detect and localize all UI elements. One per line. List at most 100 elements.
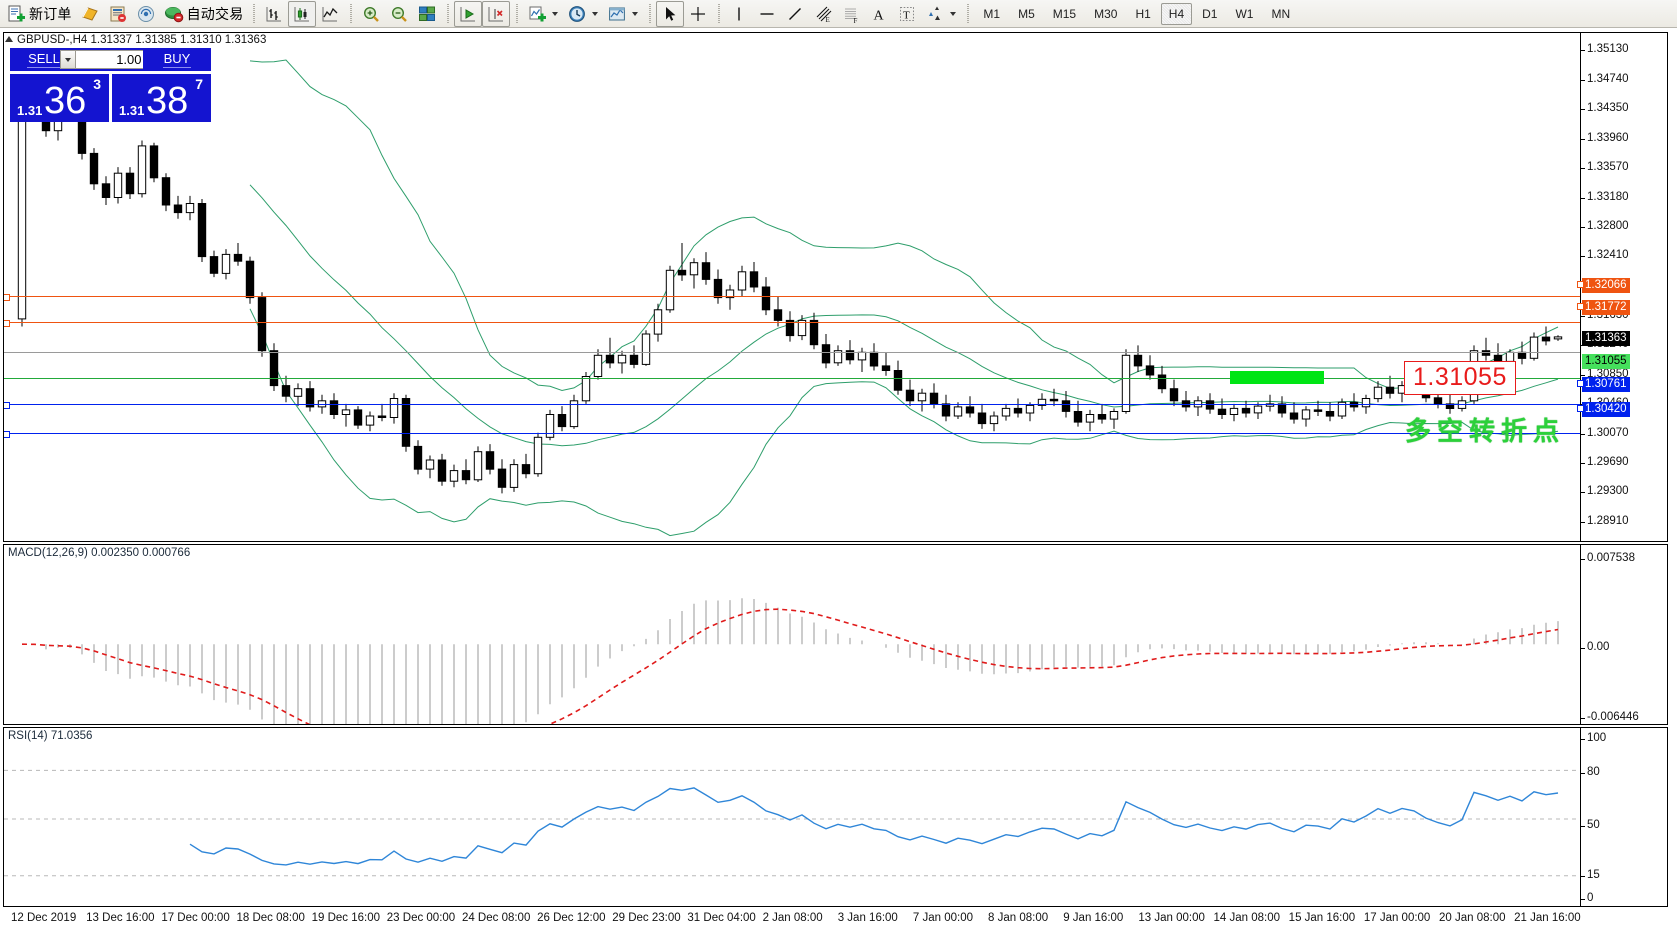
timeframe-w1[interactable]: W1	[1235, 6, 1254, 21]
indicators-button[interactable]	[76, 1, 104, 27]
buy-price-fraction: 7	[195, 76, 203, 92]
resistance-2-tag[interactable]: 1.31772	[1582, 299, 1630, 315]
collapse-triangle-icon[interactable]	[5, 36, 13, 42]
time-axis-label: 12 Dec 2019	[11, 912, 77, 924]
buy-price-display[interactable]: 1.31 38 7	[112, 74, 211, 122]
timeframe-m15[interactable]: M15	[1052, 6, 1077, 21]
support-2-tag[interactable]: 1.30420	[1582, 402, 1630, 418]
horizontal-line-button[interactable]	[753, 1, 781, 27]
level-handle[interactable]	[1577, 405, 1584, 413]
time-axis: 12 Dec 2019 13 Dec 16:00 17 Dec 00:00 18 De…	[3, 910, 1668, 930]
volume-input[interactable]: 1.00	[75, 50, 146, 69]
price-plot-area[interactable]: 1.31055 多空转折点	[4, 33, 1581, 541]
sell-price-display[interactable]: 1.31 36 3	[10, 74, 109, 122]
trend-line-icon	[785, 4, 805, 24]
market-watch-button[interactable]	[132, 1, 160, 27]
pivot-line[interactable]	[4, 378, 1581, 379]
rsi-chart-svg	[4, 769, 1581, 877]
cursor-button[interactable]	[656, 0, 685, 27]
macd-label: MACD(12,26,9) 0.002350 0.000766	[8, 547, 191, 559]
resistance-1-handle[interactable]	[4, 294, 10, 301]
zoom-out-button[interactable]	[385, 1, 413, 27]
line-chart-button[interactable]	[316, 1, 344, 27]
one-click-trading-panel[interactable]: SELL 1.00 BUY 1.31 36 3 1.31 38	[10, 48, 211, 122]
price-chart-pane[interactable]: 1.31055 多空转折点 1.35130 1.34740 1.34350 1.339…	[3, 32, 1668, 542]
toolbar-separator	[964, 3, 972, 24]
bid-price-tag[interactable]: 1.31363	[1582, 330, 1630, 346]
text-button[interactable]: A	[865, 1, 893, 27]
timeframe-h1[interactable]: H1	[1135, 6, 1151, 21]
autotrading-button[interactable]: 自动交易	[160, 1, 248, 27]
time-axis-label: 14 Jan 08:00	[1213, 912, 1281, 924]
timeframe-m30[interactable]: M30	[1094, 6, 1118, 21]
autoscroll-button[interactable]	[482, 0, 511, 27]
text-label-button[interactable]: T	[893, 1, 921, 27]
chevron-down-icon[interactable]	[550, 4, 559, 24]
terminal-button[interactable]	[104, 1, 132, 27]
macd-scale[interactable]: 0.007538 0.00 -0.006446	[1580, 545, 1667, 724]
level-handle[interactable]	[1577, 379, 1584, 387]
period-button[interactable]	[563, 1, 603, 27]
timeframe-m1[interactable]: M1	[983, 6, 1001, 21]
buy-price-prefix: 1.31	[119, 103, 145, 118]
resistance-1-line[interactable]	[4, 294, 1581, 301]
rsi-plot-area[interactable]	[4, 728, 1581, 906]
templates-icon	[607, 4, 627, 24]
chevron-down-icon[interactable]	[948, 4, 957, 24]
timeframe-h4[interactable]: H4	[1160, 2, 1193, 25]
zoom-in-button[interactable]	[357, 1, 385, 27]
timeframe-group: M1 M5 M15 M30 H1 H4 D1 W1 MN	[974, 2, 1299, 25]
chevron-down-icon[interactable]	[590, 4, 599, 24]
macd-plot-area[interactable]	[4, 545, 1581, 724]
support-1-handle[interactable]	[4, 402, 10, 409]
bar-chart-button[interactable]	[260, 1, 288, 27]
vertical-line-icon	[729, 4, 749, 24]
price-scale[interactable]: 1.35130 1.34740 1.34350 1.33960 1.33570 1.331…	[1577, 33, 1667, 541]
templates-button[interactable]	[603, 1, 643, 27]
pivot-price-annotation[interactable]: 1.31055	[1404, 361, 1516, 395]
svg-text:F: F	[854, 17, 858, 25]
equidistant-channel-button[interactable]: E	[809, 1, 837, 27]
time-axis-label: 3 Jan 16:00	[837, 912, 898, 924]
sell-label: SELL	[27, 51, 61, 68]
line-chart-icon	[320, 4, 340, 24]
level-handle[interactable]	[1577, 280, 1584, 288]
support-1-line[interactable]	[4, 402, 1581, 409]
chinese-note-annotation[interactable]: 多空转折点	[1405, 416, 1566, 446]
time-axis-label: 29 Dec 23:00	[612, 912, 681, 924]
support-2-line[interactable]	[4, 431, 1581, 438]
volume-control[interactable]: 1.00	[59, 48, 162, 71]
timeframe-m5[interactable]: M5	[1018, 6, 1035, 21]
candlestick-chart-button[interactable]	[288, 0, 317, 27]
tile-windows-button[interactable]	[413, 1, 441, 27]
new-order-button[interactable]: 新订单	[2, 1, 76, 27]
macd-pane[interactable]: MACD(12,26,9) 0.002350 0.000766 0.007538…	[3, 544, 1668, 725]
shift-end-icon	[458, 4, 478, 24]
resistance-2-handle[interactable]	[4, 320, 10, 327]
fibonacci-button[interactable]: F	[837, 1, 865, 27]
order-panel-top-row: SELL 1.00 BUY	[10, 48, 211, 71]
resistance-2-line[interactable]	[4, 320, 1581, 327]
timeframe-mn[interactable]: MN	[1271, 6, 1291, 21]
timeframe-d1[interactable]: D1	[1202, 6, 1218, 21]
indicator-list-button[interactable]	[523, 1, 563, 27]
rsi-scale[interactable]: 100 80 50 15 0	[1580, 728, 1667, 906]
vertical-line-button[interactable]	[725, 1, 753, 27]
autotrading-label: 自动交易	[186, 5, 244, 22]
symbol-info-bar: GBPUSD-,H4 1.31337 1.31385 1.31310 1.313…	[5, 34, 266, 46]
trend-line-button[interactable]	[781, 1, 809, 27]
pivot-zone-highlight[interactable]	[1230, 371, 1324, 384]
indicator-list-icon	[527, 4, 547, 24]
crosshair-button[interactable]	[684, 1, 712, 27]
level-handle[interactable]	[1577, 302, 1584, 310]
pivot-tag[interactable]: 1.31055	[1582, 354, 1630, 370]
chevron-down-icon[interactable]	[630, 4, 639, 24]
resistance-1-tag[interactable]: 1.32066	[1582, 277, 1630, 293]
support-2-handle[interactable]	[4, 431, 10, 438]
shapes-button[interactable]	[921, 1, 961, 27]
support-1-tag[interactable]: 1.30761	[1582, 376, 1630, 392]
shift-end-button[interactable]	[454, 0, 483, 27]
volume-decrease-button[interactable]	[59, 50, 76, 69]
buy-button[interactable]: BUY	[143, 48, 211, 71]
rsi-pane[interactable]: RSI(14) 71.0356 100 80 50 15 0	[3, 727, 1668, 907]
